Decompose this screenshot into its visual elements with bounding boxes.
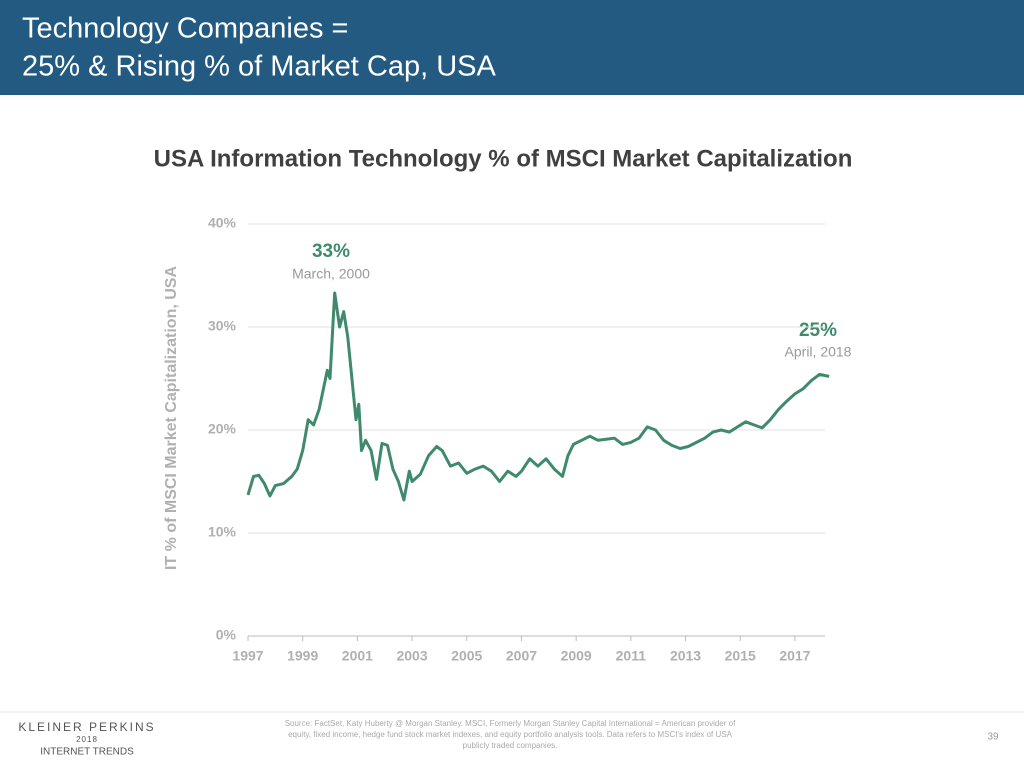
chart-title: USA Information Technology % of MSCI Mar… [154,145,853,172]
y-tick-label: 0% [216,627,237,643]
annotation-value: 25% [799,320,837,341]
logo: INTERNET TRENDS [40,747,134,758]
header-bar [0,0,1024,95]
x-tick-label: 2017 [779,648,810,664]
y-tick-label: 40% [208,215,237,231]
x-tick-label: 2015 [725,648,756,664]
y-tick-label: 10% [208,524,237,540]
x-tick-label: 2007 [506,648,537,664]
header-title: Technology Companies = [22,13,348,45]
x-tick-label: 2013 [670,648,701,664]
y-tick-label: 30% [208,318,237,334]
y-tick-label: 20% [208,421,237,437]
annotation-note: March, 2000 [292,266,370,282]
annotation-note: April, 2018 [785,344,852,360]
source-note: Source: FactSet, Katy Huberty @ Morgan S… [284,719,736,750]
annotation-value: 33% [312,241,350,262]
x-tick-label: 1997 [232,648,263,664]
x-tick-label: 2009 [561,648,592,664]
x-tick-label: 2001 [342,648,373,664]
logo: 2018 [76,735,98,744]
x-tick-label: 2011 [616,648,647,664]
x-tick-label: 2005 [451,648,482,664]
data-line [246,291,830,502]
x-tick-label: 1999 [287,648,318,664]
x-tick-label: 2003 [396,648,427,664]
page-number: 39 [987,732,999,743]
logo: KLEINER PERKINS [18,720,155,734]
y-axis-label: IT % of MSCI Market Capitalization, USA [163,266,180,570]
header-title: 25% & Rising % of Market Cap, USA [22,51,497,83]
